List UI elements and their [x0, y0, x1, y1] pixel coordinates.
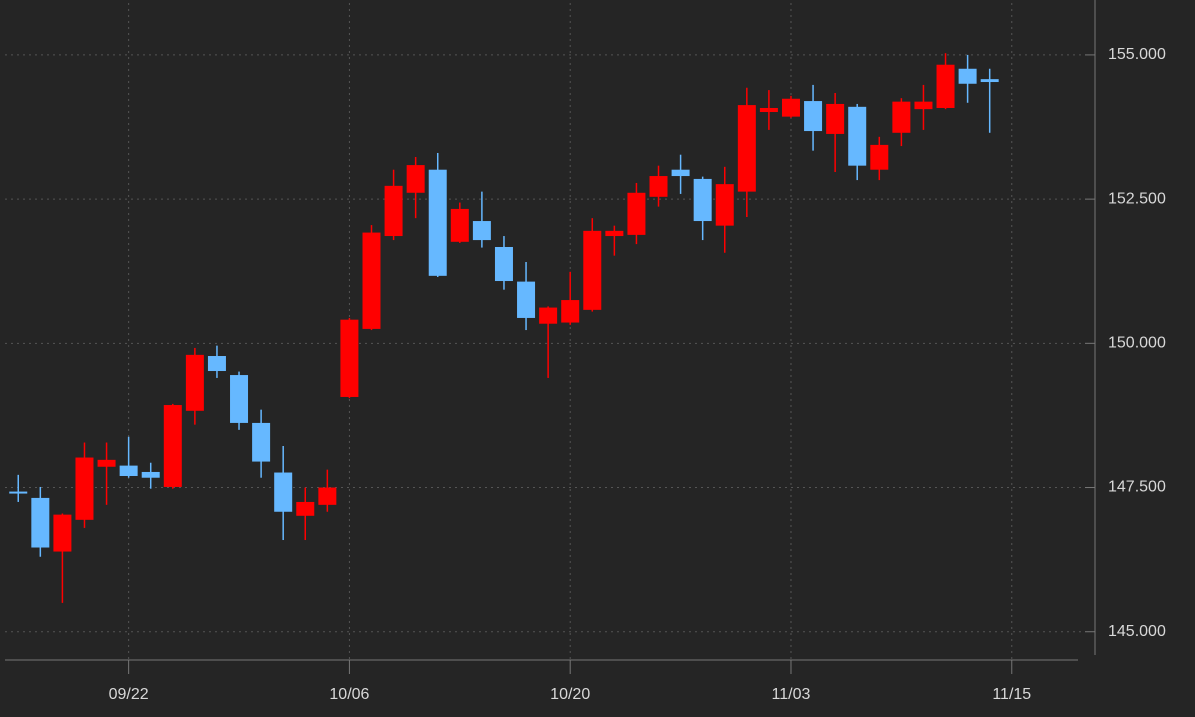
x-tick-label: 10/20: [550, 686, 590, 703]
candle-body: [759, 107, 778, 113]
candle-body: [671, 169, 690, 177]
candle-body: [539, 307, 558, 324]
candle-body: [605, 230, 624, 237]
candle-body: [693, 178, 712, 222]
candle-body: [362, 232, 381, 329]
candle-body: [384, 185, 403, 237]
candle-body: [428, 169, 447, 276]
candle-body: [914, 101, 933, 110]
y-tick-label: 147.500: [1108, 479, 1166, 496]
candle-body: [804, 101, 823, 132]
candle-body: [340, 319, 359, 397]
y-tick-label: 152.500: [1108, 190, 1166, 207]
y-tick-label: 150.000: [1108, 335, 1166, 352]
y-tick-label: 145.000: [1108, 623, 1166, 640]
candle-body: [980, 79, 999, 83]
candle-body: [252, 422, 271, 462]
candle-body: [781, 98, 800, 117]
candle-body: [119, 465, 138, 476]
candle-body: [53, 514, 72, 552]
candle-body: [207, 356, 226, 372]
candle-body: [494, 246, 513, 282]
candle-body: [296, 501, 315, 516]
candle-body: [870, 144, 889, 170]
x-tick-label: 09/22: [109, 686, 149, 703]
x-tick-label: 11/15: [992, 686, 1031, 703]
candle-body: [472, 221, 491, 241]
candle-body: [583, 230, 602, 310]
candle-body: [406, 165, 425, 193]
candle-body: [274, 472, 293, 512]
candle-body: [450, 208, 469, 242]
candle-body: [141, 471, 160, 478]
candle-body: [627, 192, 646, 235]
candle-body: [9, 491, 28, 494]
candle-body: [649, 176, 668, 197]
candle-body: [737, 105, 756, 192]
candle-body: [958, 68, 977, 84]
candle-body: [163, 405, 182, 487]
candle-body: [97, 459, 116, 467]
candle-body: [318, 487, 337, 505]
candle-body: [185, 354, 204, 411]
x-tick-label: 11/03: [772, 686, 811, 703]
candle-body: [31, 497, 50, 548]
candle-body: [75, 457, 94, 520]
candle-body: [826, 103, 845, 134]
y-tick-label: 155.000: [1108, 46, 1166, 63]
x-tick-label: 10/06: [329, 686, 369, 703]
candle-body: [517, 281, 536, 318]
candle-body: [892, 101, 911, 133]
candle-body: [848, 106, 867, 166]
candle-body: [561, 300, 580, 323]
candle-body: [715, 184, 734, 226]
candle-body: [936, 64, 955, 108]
candle-body: [230, 375, 249, 423]
